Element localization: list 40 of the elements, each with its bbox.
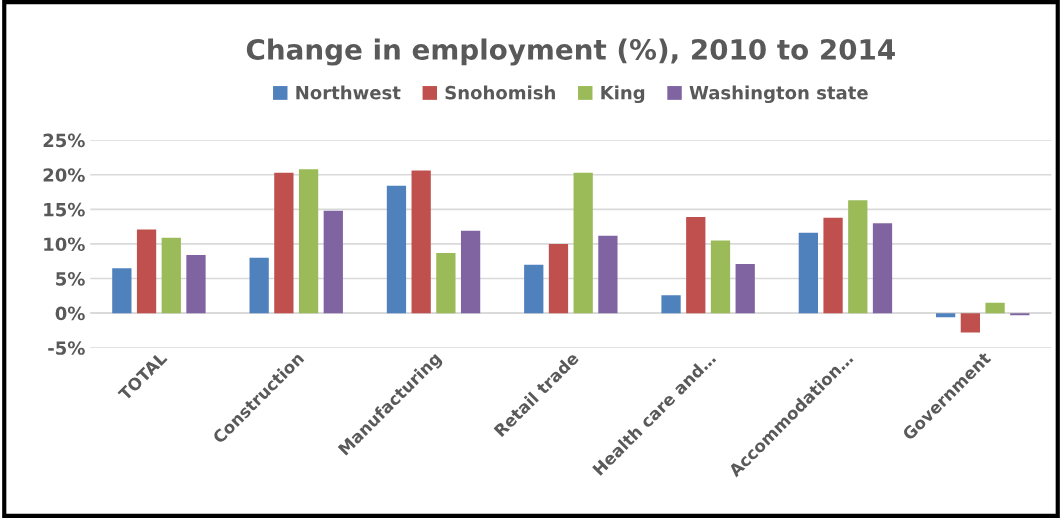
bar bbox=[848, 200, 868, 314]
bar bbox=[686, 216, 706, 314]
bar bbox=[186, 255, 206, 314]
bar bbox=[436, 252, 456, 314]
bar bbox=[823, 217, 843, 314]
bar bbox=[936, 313, 956, 318]
bar bbox=[661, 295, 681, 314]
bar bbox=[323, 210, 343, 314]
legend-label: Snohomish bbox=[445, 85, 555, 100]
chart-title: Change in employment (%), 2010 to 2014 bbox=[246, 38, 895, 66]
legend-label: Northwest bbox=[296, 85, 401, 100]
y-tick-label: 15% bbox=[44, 202, 85, 217]
bar bbox=[386, 185, 407, 314]
y-tick-label: -5% bbox=[48, 341, 85, 355]
y-tick-label: 20% bbox=[43, 168, 85, 182]
bar bbox=[460, 230, 481, 314]
bar bbox=[548, 243, 569, 314]
y-tick-label: 5% bbox=[56, 271, 85, 286]
bar bbox=[710, 240, 731, 314]
y-tick-label: 10% bbox=[44, 237, 85, 252]
bar bbox=[524, 264, 544, 314]
bar bbox=[1010, 313, 1030, 316]
y-tick-label: 25% bbox=[43, 133, 85, 148]
bar bbox=[411, 170, 431, 314]
bar bbox=[573, 172, 593, 314]
bar bbox=[960, 313, 981, 333]
y-tick-label: 0% bbox=[55, 306, 85, 321]
bar bbox=[274, 172, 294, 314]
bar bbox=[598, 235, 618, 314]
bar bbox=[249, 257, 269, 314]
bar bbox=[872, 223, 893, 314]
legend-label: Washington state bbox=[689, 85, 868, 104]
legend-label: King bbox=[601, 85, 645, 104]
bar bbox=[985, 302, 1005, 314]
bar bbox=[735, 264, 755, 314]
bar bbox=[112, 268, 132, 314]
bar bbox=[161, 237, 181, 314]
bar bbox=[298, 169, 319, 314]
bar bbox=[136, 229, 157, 314]
bar bbox=[798, 232, 818, 314]
